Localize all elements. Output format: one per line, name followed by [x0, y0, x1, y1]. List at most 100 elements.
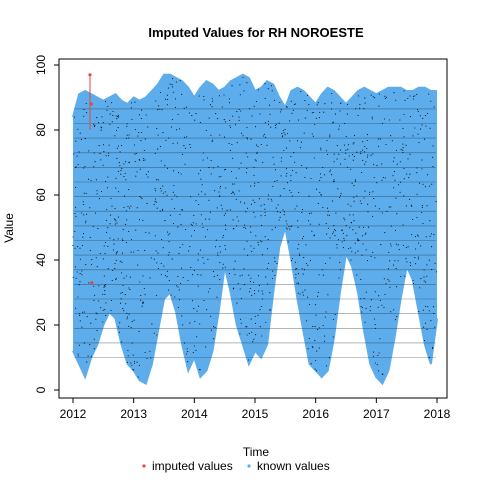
known-value-point — [343, 144, 345, 146]
known-value-point — [377, 306, 379, 308]
known-value-point — [331, 92, 333, 94]
known-value-point — [317, 329, 319, 331]
known-value-point — [103, 151, 105, 153]
known-value-point — [128, 230, 130, 232]
known-value-point — [214, 326, 216, 328]
known-value-point — [311, 112, 313, 114]
known-value-point — [172, 91, 174, 93]
known-value-point — [403, 167, 405, 169]
known-value-point — [400, 181, 402, 183]
known-value-point — [117, 145, 120, 147]
known-value-point — [233, 287, 235, 289]
known-value-point — [193, 214, 195, 216]
known-value-point — [367, 211, 369, 213]
known-value-point — [361, 307, 363, 309]
known-value-point — [432, 306, 434, 308]
known-value-point — [206, 157, 209, 159]
known-value-point — [117, 238, 119, 240]
known-value-point — [143, 159, 145, 161]
known-value-point — [332, 318, 334, 321]
known-value-point — [370, 299, 373, 301]
known-value-point — [316, 104, 318, 106]
known-value-point — [219, 195, 221, 197]
known-value-point — [414, 95, 416, 97]
known-value-point — [160, 190, 162, 192]
known-value-point — [229, 102, 231, 104]
known-value-point — [191, 224, 193, 226]
known-value-point — [110, 309, 112, 311]
known-value-point — [268, 104, 271, 106]
known-value-point — [258, 290, 260, 292]
known-value-point — [385, 96, 387, 98]
known-value-point — [352, 143, 354, 145]
known-value-point — [250, 203, 253, 205]
known-value-point — [332, 122, 334, 124]
known-value-point — [297, 282, 300, 284]
known-value-point — [396, 286, 398, 288]
known-value-point — [374, 291, 376, 293]
known-value-point — [207, 258, 209, 260]
known-value-point — [134, 128, 136, 131]
known-value-point — [171, 258, 173, 260]
known-value-point — [114, 219, 116, 221]
known-value-point — [298, 191, 300, 193]
known-value-point — [374, 362, 376, 364]
known-value-point — [199, 121, 201, 123]
known-value-point — [245, 172, 248, 174]
known-value-point — [238, 119, 240, 121]
known-value-point — [104, 284, 106, 286]
known-value-point — [98, 285, 100, 287]
known-value-point — [280, 157, 283, 159]
known-value-point — [383, 306, 385, 308]
known-value-point — [132, 251, 135, 253]
known-value-point — [267, 198, 269, 200]
known-value-point — [381, 179, 383, 181]
known-value-point — [86, 316, 88, 318]
known-value-point — [135, 152, 137, 154]
known-value-point — [383, 278, 385, 280]
known-value-point — [405, 144, 407, 146]
known-value-point — [162, 185, 164, 187]
known-value-point — [313, 157, 315, 159]
known-value-point — [338, 128, 340, 130]
known-value-point — [370, 94, 372, 96]
known-value-point — [376, 165, 378, 167]
known-value-point — [318, 274, 320, 276]
known-value-point — [397, 184, 400, 186]
known-value-point — [228, 98, 230, 100]
known-value-point — [73, 116, 75, 118]
known-value-point — [167, 231, 169, 233]
known-value-point — [250, 226, 252, 228]
known-value-point — [192, 351, 194, 353]
known-value-point — [139, 281, 141, 283]
known-value-point — [342, 232, 344, 234]
known-value-point — [372, 251, 374, 253]
known-value-point — [348, 247, 350, 250]
known-value-point — [126, 316, 128, 318]
known-value-point — [199, 369, 201, 371]
known-value-point — [246, 137, 248, 139]
known-value-point — [170, 126, 172, 128]
known-value-point — [341, 229, 343, 231]
known-value-point — [387, 278, 389, 280]
known-value-point — [373, 351, 375, 353]
known-value-point — [189, 144, 191, 146]
known-value-point — [162, 209, 164, 212]
known-value-point — [128, 134, 130, 136]
known-value-point — [378, 93, 380, 95]
known-value-point — [353, 220, 355, 222]
known-value-point — [285, 227, 287, 229]
known-value-point — [106, 208, 108, 211]
known-value-point — [250, 277, 252, 279]
known-value-point — [372, 355, 374, 357]
known-value-point — [381, 212, 383, 214]
known-value-point — [353, 142, 355, 144]
known-value-point — [293, 152, 295, 154]
known-value-point — [419, 115, 421, 117]
known-value-point — [133, 319, 135, 321]
known-value-point — [186, 348, 188, 350]
known-value-point — [379, 338, 381, 340]
known-value-point — [222, 235, 224, 237]
known-value-point — [415, 248, 417, 250]
known-value-point — [234, 260, 236, 262]
